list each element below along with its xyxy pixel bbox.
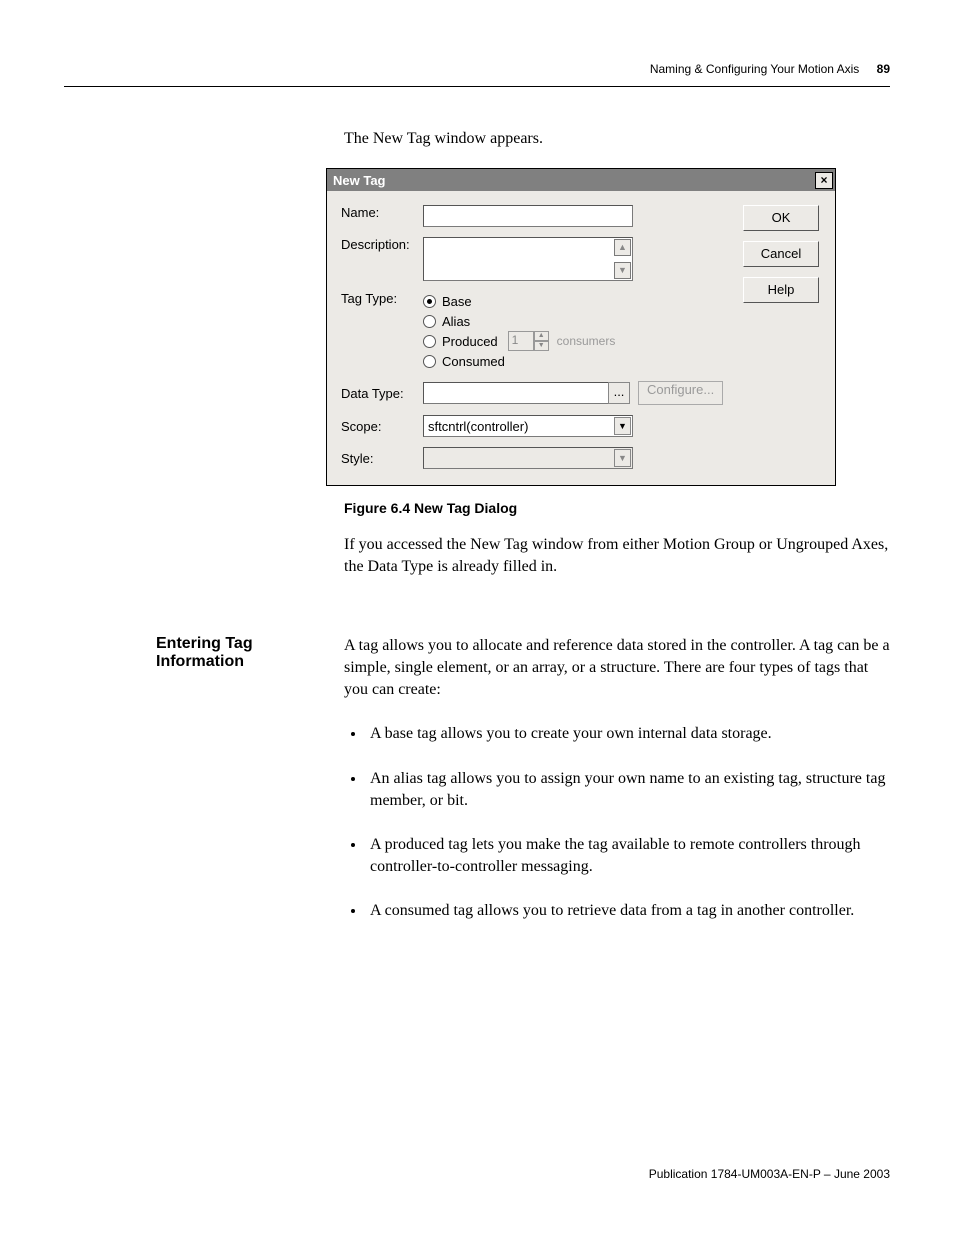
intro-text: The New Tag window appears. <box>344 130 890 148</box>
radio-produced-label: Produced <box>442 334 498 349</box>
description-label: Description: <box>341 237 423 252</box>
scope-label: Scope: <box>341 419 423 434</box>
figure-caption: Figure 6.4 New Tag Dialog <box>344 500 890 516</box>
scroll-up-icon[interactable]: ▲ <box>614 239 631 256</box>
section-heading: Entering Tag Information <box>0 635 344 944</box>
browse-button[interactable]: ... <box>608 382 630 404</box>
consumers-label: consumers <box>557 334 616 348</box>
radio-alias[interactable]: Alias <box>423 311 819 331</box>
help-button[interactable]: Help <box>743 277 819 303</box>
after-figure-paragraph: If you accessed the New Tag window from … <box>344 534 890 577</box>
style-label: Style: <box>341 451 423 466</box>
consumers-count-input[interactable]: 1 <box>508 331 534 351</box>
radio-icon <box>423 295 436 308</box>
chevron-down-icon: ▼ <box>614 449 631 467</box>
scroll-down-icon[interactable]: ▼ <box>614 262 631 279</box>
list-item: A produced tag lets you make the tag ava… <box>366 834 890 878</box>
configure-button[interactable]: Configure... <box>638 381 723 405</box>
chapter-title: Naming & Configuring Your Motion Axis <box>650 62 859 76</box>
chevron-down-icon[interactable]: ▼ <box>614 417 631 435</box>
name-input[interactable] <box>423 205 633 227</box>
scope-select[interactable]: ▼ <box>423 415 633 437</box>
list-item: An alias tag allows you to assign your o… <box>366 768 890 812</box>
radio-icon <box>423 315 436 328</box>
description-input[interactable]: ▲ ▼ <box>423 237 633 281</box>
dialog-titlebar: New Tag × <box>327 169 835 191</box>
section-lead: A tag allows you to allocate and referen… <box>344 635 890 701</box>
radio-consumed-label: Consumed <box>442 354 505 369</box>
spin-down-icon[interactable]: ▼ <box>534 341 549 351</box>
new-tag-dialog: New Tag × OK Cancel Help Name: Descripti… <box>326 168 836 486</box>
radio-icon <box>423 355 436 368</box>
radio-produced[interactable]: Produced 1 ▲ ▼ consumers <box>423 331 819 351</box>
style-value <box>423 447 633 469</box>
bullet-list: A base tag allows you to create your own… <box>366 723 890 921</box>
tagtype-label: Tag Type: <box>341 291 423 306</box>
publication-footer: Publication 1784-UM003A-EN-P – June 2003 <box>649 1167 890 1181</box>
list-item: A base tag allows you to create your own… <box>366 723 890 745</box>
list-item: A consumed tag allows you to retrieve da… <box>366 900 890 922</box>
name-label: Name: <box>341 205 423 220</box>
page-number: 89 <box>877 62 890 76</box>
radio-icon <box>423 335 436 348</box>
cancel-button[interactable]: Cancel <box>743 241 819 267</box>
datatype-input[interactable] <box>423 382 609 404</box>
header-rule <box>64 86 890 87</box>
running-header: Naming & Configuring Your Motion Axis 89 <box>650 62 890 76</box>
datatype-label: Data Type: <box>341 386 423 401</box>
spin-up-icon[interactable]: ▲ <box>534 331 549 341</box>
radio-alias-label: Alias <box>442 314 470 329</box>
dialog-title: New Tag <box>333 173 386 188</box>
close-icon[interactable]: × <box>815 172 833 189</box>
scope-value[interactable] <box>423 415 633 437</box>
radio-base-label: Base <box>442 294 472 309</box>
style-select: ▼ <box>423 447 633 469</box>
radio-consumed[interactable]: Consumed <box>423 351 819 371</box>
ok-button[interactable]: OK <box>743 205 819 231</box>
